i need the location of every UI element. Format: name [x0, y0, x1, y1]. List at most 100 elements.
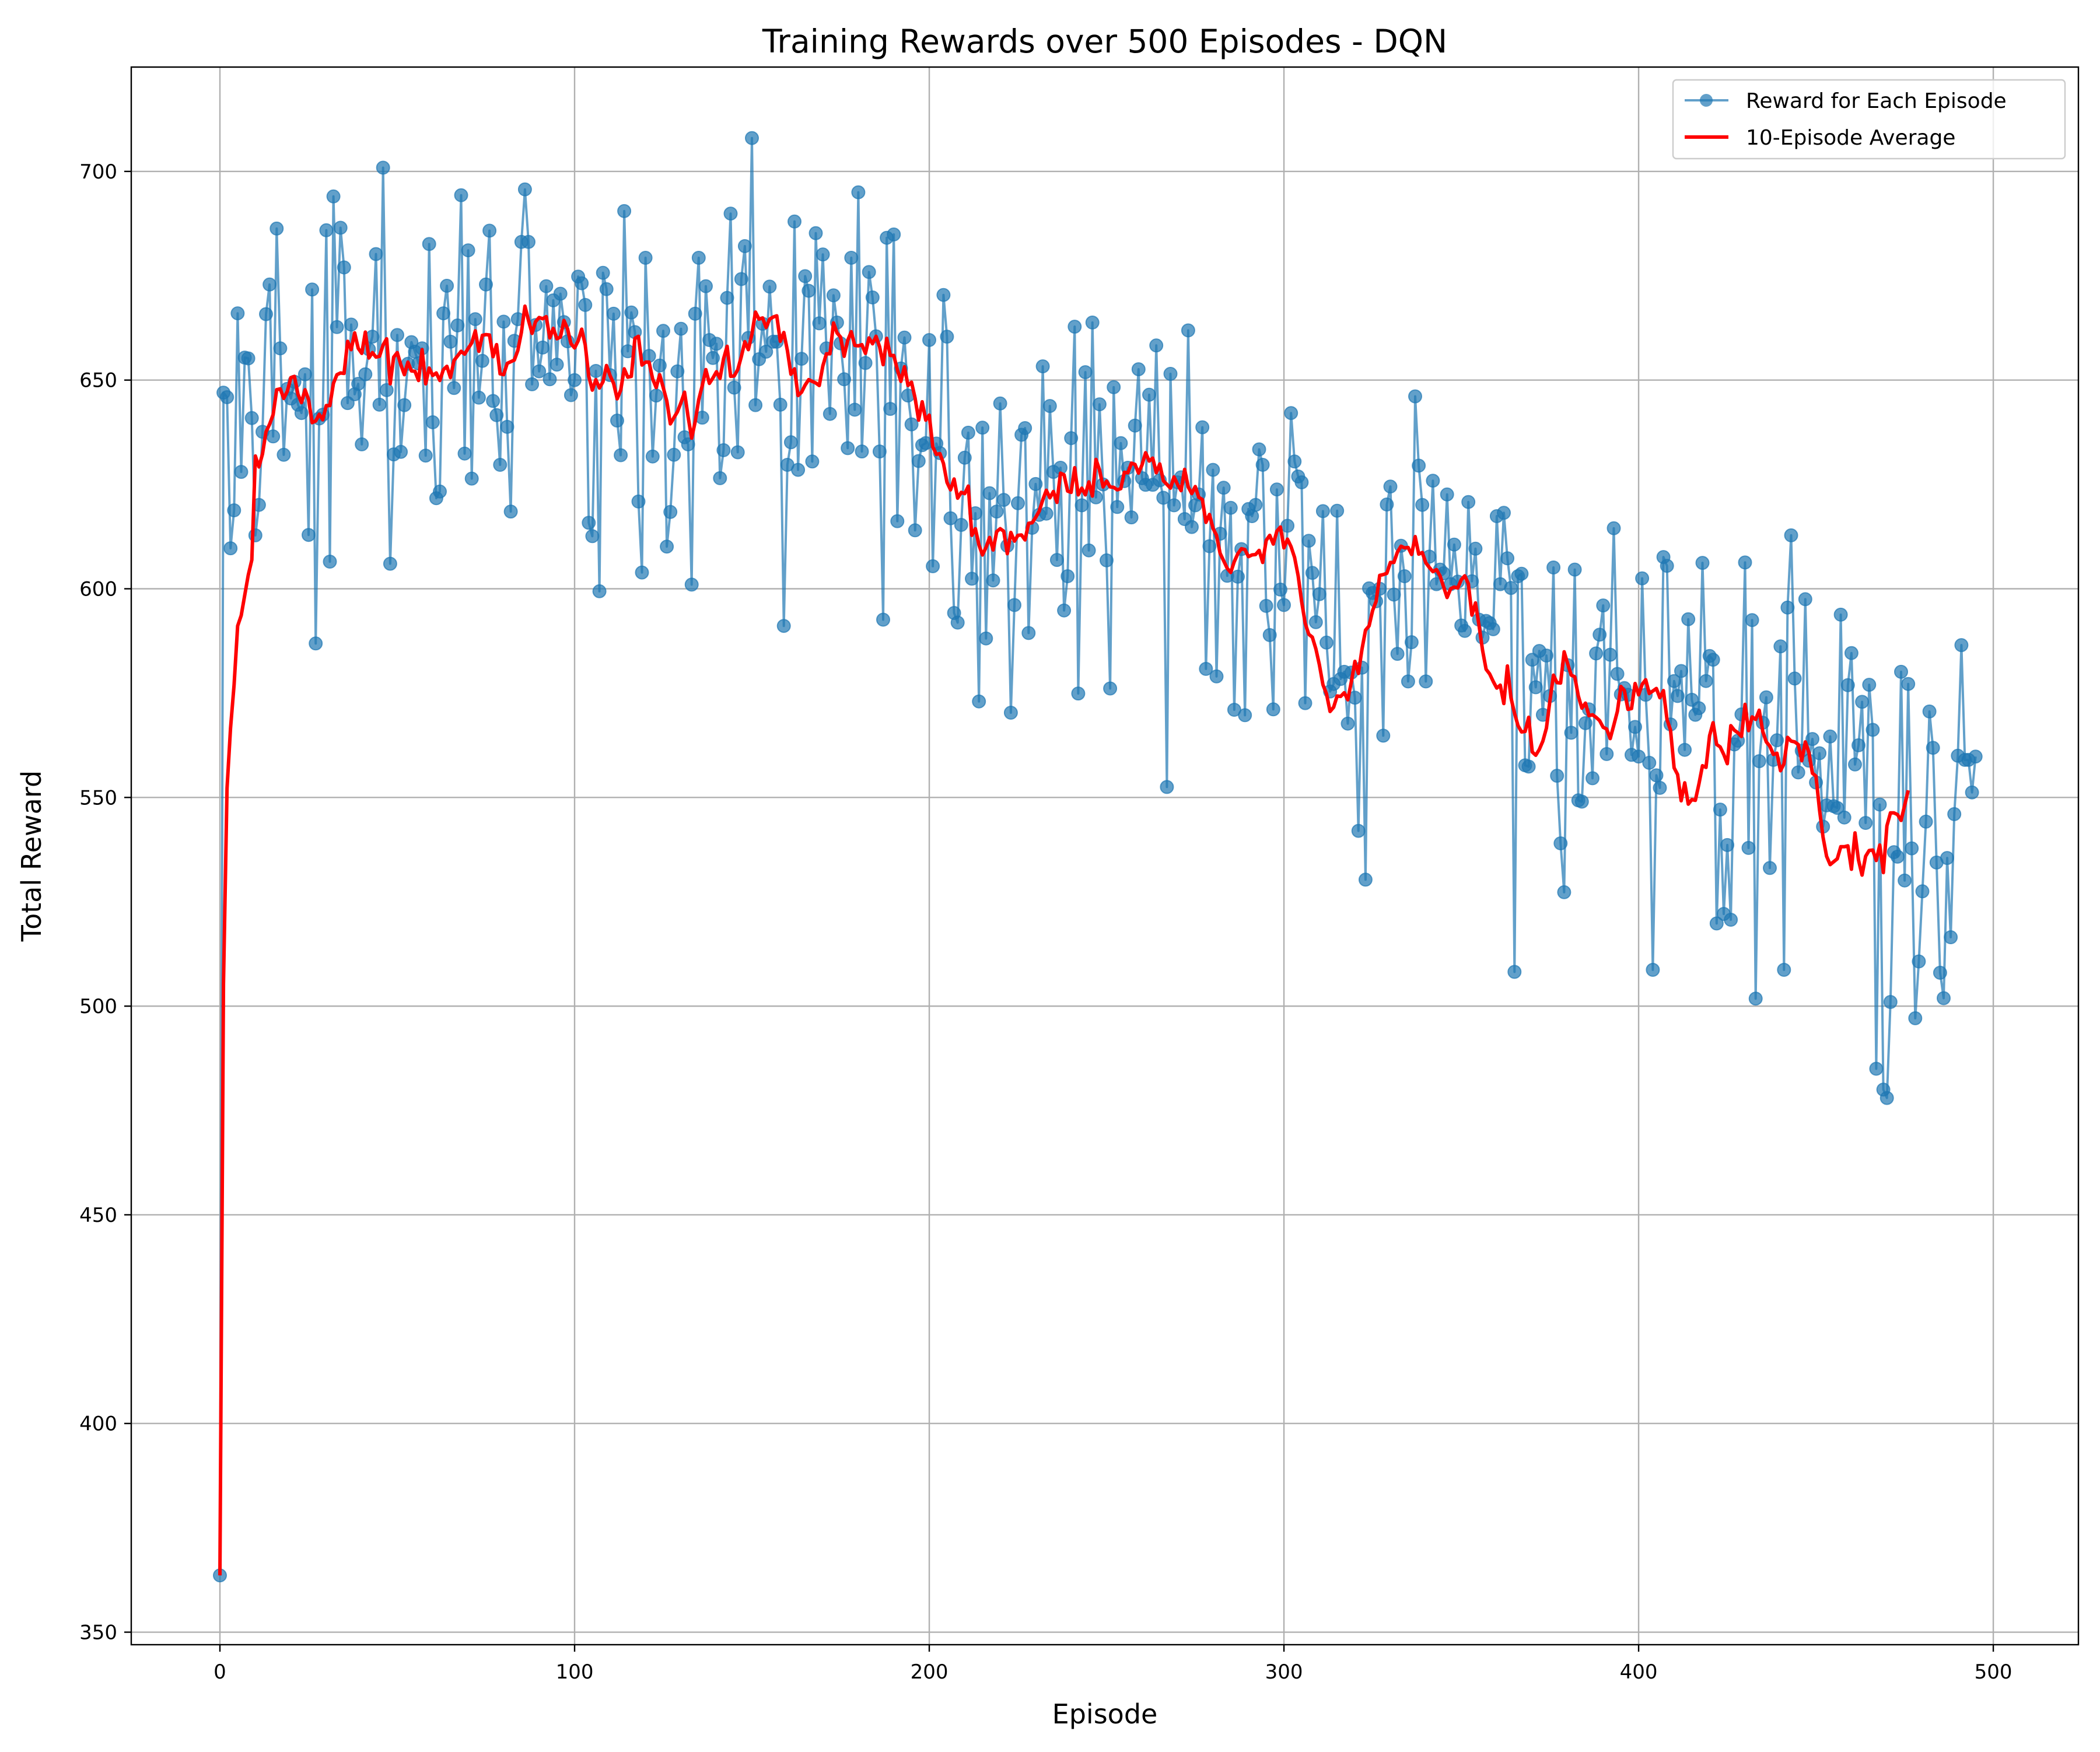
reward-point: [1401, 674, 1415, 689]
x-axis-title: Episode: [1052, 1698, 1158, 1730]
reward-point: [1606, 521, 1621, 535]
reward-point: [1142, 387, 1156, 402]
reward-point: [582, 516, 596, 530]
reward-point: [1397, 569, 1412, 583]
reward-point: [1848, 757, 1862, 772]
reward-point: [1894, 664, 1908, 679]
reward-point: [436, 306, 451, 321]
reward-point: [294, 406, 309, 421]
reward-point: [383, 556, 397, 571]
reward-point: [1649, 768, 1664, 783]
reward-point: [468, 312, 482, 327]
reward-point: [259, 307, 273, 321]
reward-point: [1468, 541, 1483, 556]
reward-point: [1202, 539, 1217, 553]
reward-point: [376, 160, 390, 175]
reward-point: [1064, 431, 1079, 446]
reward-point: [1415, 497, 1430, 512]
reward-point: [1114, 436, 1128, 450]
reward-point: [1320, 635, 1334, 650]
x-tick-label: 400: [1620, 1660, 1658, 1684]
reward-point: [972, 694, 986, 709]
reward-point: [1269, 482, 1284, 497]
reward-point: [996, 493, 1011, 507]
reward-point: [1763, 861, 1777, 875]
reward-point: [454, 188, 468, 202]
reward-point: [457, 446, 472, 461]
reward-point: [1564, 726, 1578, 740]
reward-point: [989, 504, 1004, 519]
reward-point: [1238, 708, 1252, 723]
reward-point: [1738, 555, 1752, 570]
reward-point: [1642, 755, 1657, 770]
reward-point: [950, 615, 965, 630]
reward-point: [1078, 365, 1093, 380]
reward-point: [865, 290, 880, 304]
reward-point: [986, 573, 1000, 588]
reward-point: [1514, 566, 1529, 581]
reward-point: [447, 381, 461, 395]
reward-point: [1777, 962, 1791, 977]
reward-point: [425, 415, 440, 429]
reward-point: [1294, 475, 1309, 489]
reward-point: [1262, 628, 1277, 642]
reward-point: [1181, 323, 1195, 338]
reward-point: [776, 619, 791, 633]
reward-point: [1060, 569, 1075, 583]
reward-point: [1812, 746, 1827, 761]
reward-point: [1107, 380, 1121, 394]
reward-point: [1784, 528, 1798, 542]
reward-point: [883, 402, 898, 416]
reward-point: [266, 429, 281, 444]
reward-point: [1869, 1061, 1884, 1076]
reward-point: [1298, 696, 1312, 710]
reward-point: [1074, 498, 1089, 513]
reward-point: [599, 282, 614, 296]
reward-point: [1866, 723, 1880, 737]
reward-point: [532, 364, 547, 379]
reward-point: [227, 503, 242, 517]
reward-point: [1968, 749, 1983, 764]
reward-point: [1035, 359, 1050, 374]
reward-point: [1100, 553, 1114, 567]
reward-point: [1635, 571, 1650, 586]
reward-point: [276, 447, 291, 462]
reward-point: [1908, 1011, 1923, 1025]
reward-point: [1724, 913, 1738, 927]
reward-point: [1390, 647, 1405, 661]
reward-point: [1898, 873, 1912, 888]
reward-point: [1890, 849, 1905, 864]
reward-point: [1068, 320, 1082, 334]
reward-point: [1500, 551, 1515, 566]
reward-point: [1387, 587, 1401, 602]
reward-point: [826, 288, 841, 303]
reward-point: [1412, 458, 1426, 473]
reward-point: [1787, 671, 1802, 686]
reward-point: [1497, 506, 1511, 520]
reward-point: [479, 277, 493, 292]
reward-point: [1340, 716, 1355, 731]
reward-point: [1947, 807, 1962, 821]
reward-point: [1021, 626, 1036, 640]
reward-point: [369, 247, 383, 261]
reward-point: [223, 541, 238, 556]
reward-point: [355, 437, 369, 451]
reward-point: [822, 407, 837, 421]
reward-point: [503, 504, 518, 519]
reward-point: [1578, 716, 1592, 730]
reward-point: [872, 444, 887, 459]
reward-point: [1128, 418, 1142, 433]
reward-point: [1574, 794, 1589, 809]
reward-point: [706, 351, 720, 365]
reward-point: [936, 288, 951, 302]
reward-point: [1528, 680, 1543, 695]
reward-point: [358, 367, 373, 381]
reward-point: [1248, 497, 1263, 512]
reward-point: [1408, 389, 1422, 404]
reward-point: [961, 425, 975, 440]
reward-point: [333, 220, 348, 235]
reward-point: [802, 283, 816, 298]
reward-point: [298, 367, 312, 381]
reward-point: [517, 182, 532, 197]
